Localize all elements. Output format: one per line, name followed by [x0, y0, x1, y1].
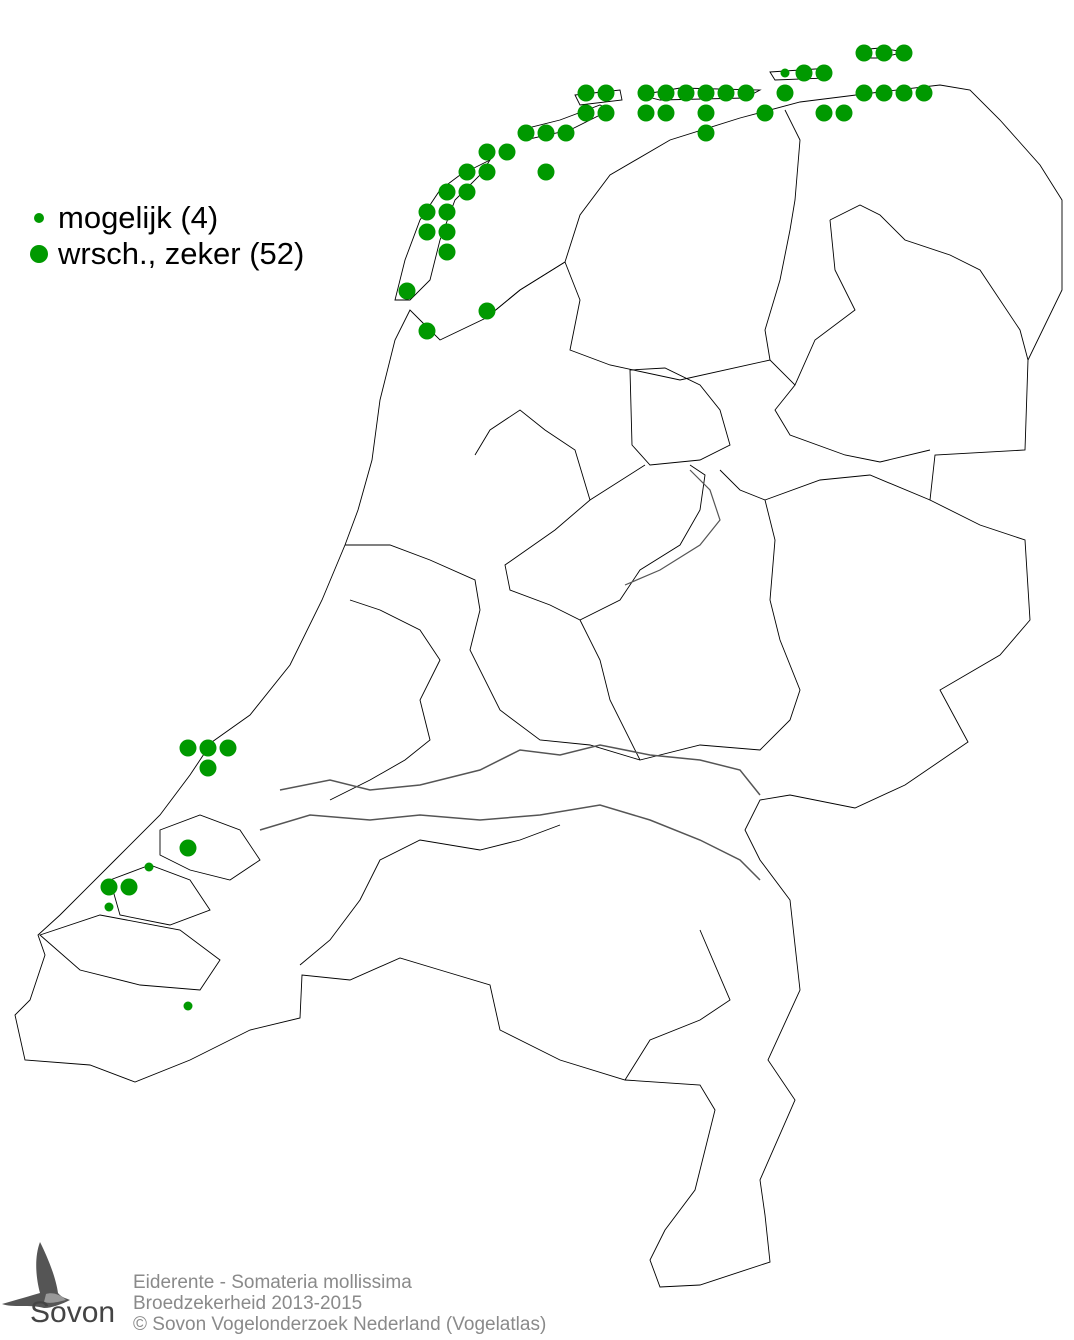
legend: mogelijk (4) wrsch., zeker (52) — [28, 200, 304, 272]
dot-wrsch-zeker — [179, 839, 197, 857]
river-waal — [279, 744, 761, 796]
dot-wrsch-zeker — [438, 223, 456, 241]
dot-wrsch-zeker — [855, 44, 873, 62]
dot-wrsch-zeker — [697, 84, 715, 102]
dot-wrsch-zeker — [418, 223, 436, 241]
dot-wrsch-zeker — [835, 104, 853, 122]
province-border-friesland-groningen — [764, 109, 801, 361]
dot-mogelijk — [183, 1001, 193, 1011]
province-border-zuid-holland — [329, 599, 441, 801]
dot-wrsch-zeker — [199, 739, 217, 757]
dot-wrsch-zeker — [458, 183, 476, 201]
dot-wrsch-zeker — [418, 322, 436, 340]
dot-wrsch-zeker — [179, 739, 197, 757]
flevoland — [629, 367, 731, 466]
dot-mogelijk — [104, 902, 114, 912]
dot-wrsch-zeker — [438, 203, 456, 221]
dot-wrsch-zeker — [637, 104, 655, 122]
dot-wrsch-zeker — [537, 163, 555, 181]
small-dot-icon — [28, 213, 50, 223]
dot-wrsch-zeker — [737, 84, 755, 102]
species-title: Eiderente - Somateria mollissima — [133, 1272, 412, 1293]
dot-wrsch-zeker — [517, 124, 535, 142]
province-border-limburg — [624, 929, 731, 1081]
swallow-icon — [2, 1242, 70, 1308]
dot-wrsch-zeker — [418, 203, 436, 221]
province-border-holland — [345, 544, 641, 761]
dot-wrsch-zeker — [915, 84, 933, 102]
country-outline — [14, 84, 1063, 1288]
dot-wrsch-zeker — [219, 739, 237, 757]
flevoland-south — [504, 464, 706, 621]
province-border-drenthe — [829, 204, 1029, 361]
dot-wrsch-zeker — [697, 104, 715, 122]
dot-wrsch-zeker — [438, 183, 456, 201]
province-border-utrecht — [474, 409, 591, 501]
dot-wrsch-zeker — [120, 878, 138, 896]
dot-wrsch-zeker — [557, 124, 575, 142]
province-border-drenthe-west — [794, 219, 856, 386]
large-dot-icon — [28, 245, 50, 263]
dot-wrsch-zeker — [498, 143, 516, 161]
dot-wrsch-zeker — [776, 84, 794, 102]
dot-wrsch-zeker — [875, 44, 893, 62]
dot-wrsch-zeker — [478, 143, 496, 161]
dot-wrsch-zeker — [815, 104, 833, 122]
dot-wrsch-zeker — [199, 759, 217, 777]
river-ijssel — [624, 469, 721, 586]
river-maas — [259, 804, 761, 881]
dot-wrsch-zeker — [795, 64, 813, 82]
logo-text: Sovon — [30, 1296, 116, 1329]
dot-wrsch-zeker — [855, 84, 873, 102]
dot-mogelijk — [144, 862, 154, 872]
dot-wrsch-zeker — [100, 878, 118, 896]
period-subtitle: Broedzekerheid 2013-2015 — [133, 1293, 363, 1314]
dot-mogelijk — [780, 68, 790, 78]
dot-wrsch-zeker — [398, 282, 416, 300]
dot-wrsch-zeker — [637, 84, 655, 102]
legend-label: mogelijk (4) — [58, 200, 219, 235]
dot-wrsch-zeker — [677, 84, 695, 102]
dot-wrsch-zeker — [895, 44, 913, 62]
dot-wrsch-zeker — [875, 84, 893, 102]
dot-wrsch-zeker — [438, 243, 456, 261]
province-border-brabant — [299, 824, 561, 966]
dot-wrsch-zeker — [537, 124, 555, 142]
dot-wrsch-zeker — [717, 84, 735, 102]
legend-label: wrsch., zeker (52) — [58, 236, 305, 271]
copyright: © Sovon Vogelonderzoek Nederland (Vogela… — [133, 1314, 547, 1335]
observation-dots — [100, 44, 933, 1011]
province-border-gelderland — [579, 469, 801, 761]
dot-wrsch-zeker — [597, 84, 615, 102]
dot-wrsch-zeker — [478, 302, 496, 320]
dot-wrsch-zeker — [657, 84, 675, 102]
dot-wrsch-zeker — [815, 64, 833, 82]
map-caption: Eiderente - Somateria mollissima Broedze… — [133, 1272, 546, 1335]
dot-wrsch-zeker — [458, 163, 476, 181]
dot-wrsch-zeker — [577, 104, 595, 122]
ijsselmeer-shore — [564, 261, 931, 463]
legend-item-mogelijk: mogelijk (4) — [28, 200, 304, 236]
legend-item-zeker: wrsch., zeker (52) — [28, 236, 304, 272]
dot-wrsch-zeker — [895, 84, 913, 102]
province-border-overijssel — [764, 474, 931, 501]
dot-wrsch-zeker — [697, 124, 715, 142]
afsluitdijk — [485, 261, 566, 319]
dot-wrsch-zeker — [756, 104, 774, 122]
dot-wrsch-zeker — [597, 104, 615, 122]
dot-wrsch-zeker — [577, 84, 595, 102]
dot-wrsch-zeker — [478, 163, 496, 181]
dot-wrsch-zeker — [657, 104, 675, 122]
